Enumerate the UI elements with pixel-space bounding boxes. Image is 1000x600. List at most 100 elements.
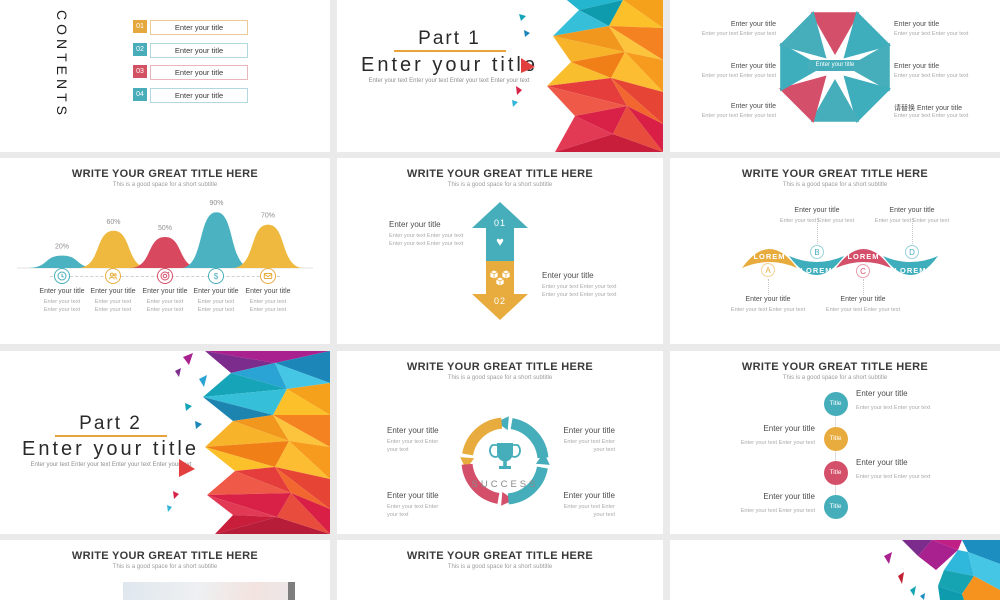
wave-connector bbox=[911, 218, 913, 244]
slide-header: WRITE YOUR GREAT TITLE HERE bbox=[406, 168, 594, 180]
slide-part1-divider[interactable]: Part 1 Enter your title Enter your text … bbox=[337, 0, 663, 152]
contents-item-number: 03 bbox=[133, 65, 147, 78]
slide-part2-divider[interactable]: Part 2 Enter your title Enter your text … bbox=[0, 351, 330, 534]
wave-letter-marker: A bbox=[761, 263, 775, 277]
part-subtitle: Enter your text Enter your text Enter yo… bbox=[368, 78, 530, 84]
svg-text:LOREM: LOREM bbox=[800, 266, 832, 275]
wave-connector bbox=[767, 279, 769, 295]
timeline-entry-text: Enter your text Enter your text bbox=[740, 440, 815, 446]
slide-subheader: This is a good space for a short subtitl… bbox=[447, 182, 553, 188]
slide-star-diagram[interactable]: Enter your title Enter your title Enter … bbox=[670, 0, 1000, 152]
title-underline bbox=[394, 50, 506, 52]
cycle-arrows-graphic bbox=[460, 416, 550, 506]
timeline-line bbox=[835, 399, 836, 514]
slide-updown-arrows[interactable]: WRITE YOUR GREAT TITLE HERE This is a go… bbox=[337, 158, 663, 344]
slide-plain-title[interactable]: WRITE YOUR GREAT TITLE HERE This is a go… bbox=[337, 540, 663, 600]
arrow-step-number: 01 bbox=[493, 218, 506, 228]
wave-label-text: Enter your text Enter your text bbox=[874, 218, 950, 224]
svg-text:LOREM: LOREM bbox=[753, 252, 785, 261]
wave-label-text: Enter your text Enter your text bbox=[779, 218, 855, 224]
svg-text:LOREM: LOREM bbox=[847, 252, 879, 261]
contents-vertical-title: CONTENTS bbox=[54, 10, 70, 119]
humps-chart-svg: 20% 60% 50% 90% 70% bbox=[17, 200, 313, 269]
star-label-text: Enter your text Enter your text bbox=[701, 31, 776, 37]
cycle-label-title: Enter your title bbox=[387, 491, 439, 500]
chart-column-title: Enter your title bbox=[39, 288, 85, 295]
slide-success-cycle[interactable]: WRITE YOUR GREAT TITLE HERE This is a go… bbox=[337, 351, 663, 534]
part-title: Enter your title bbox=[361, 54, 538, 76]
slide-subheader: This is a good space for a short subtitl… bbox=[782, 182, 888, 188]
slide-humps-chart[interactable]: WRITE YOUR GREAT TITLE HERE This is a go… bbox=[0, 158, 330, 344]
part-number: Part 2 bbox=[79, 413, 142, 434]
star-label-text: Enter your text Enter your text bbox=[894, 113, 969, 119]
wave-letter-marker: C bbox=[856, 264, 870, 278]
cycle-label-text: Enter your text Enter your text bbox=[387, 504, 439, 519]
star-center-label: Enter your title bbox=[808, 60, 862, 71]
part-subtitle: Enter your text Enter your text Enter yo… bbox=[30, 462, 192, 468]
arrow-label-title: Enter your title bbox=[389, 220, 441, 229]
cycle-label-title: Enter your title bbox=[387, 426, 439, 435]
slide-photo[interactable]: WRITE YOUR GREAT TITLE HERE This is a go… bbox=[0, 540, 330, 600]
chart-column-text: Enter your text Enter your text bbox=[197, 299, 235, 314]
slide-polygon-corner[interactable] bbox=[670, 540, 1000, 600]
chart-column-title: Enter your title bbox=[245, 288, 291, 295]
star-label-text: Enter your text Enter your text bbox=[894, 31, 969, 37]
photo-placeholder bbox=[123, 582, 288, 600]
cycle-label-title: Enter your title bbox=[563, 426, 615, 435]
star-label-text: Enter your text Enter your text bbox=[701, 73, 776, 79]
contents-item-number: 02 bbox=[133, 43, 147, 56]
contents-item-title: Enter your title bbox=[150, 20, 248, 35]
svg-text:50%: 50% bbox=[158, 225, 172, 232]
part-number: Part 1 bbox=[418, 28, 481, 49]
timeline-entry-text: Enter your text Enter your text bbox=[740, 508, 815, 514]
star-label-title: Enter your title bbox=[730, 63, 776, 70]
slide-timeline[interactable]: WRITE YOUR GREAT TITLE HERE This is a go… bbox=[670, 351, 1000, 534]
wave-label-text: Enter your text Enter your text bbox=[730, 307, 806, 313]
star-label-title-replace: 请替换 Enter your title bbox=[894, 105, 963, 112]
polygon-art bbox=[884, 540, 1000, 600]
title-underline bbox=[55, 435, 167, 437]
timeline-entry-text: Enter your text Enter your text bbox=[856, 405, 931, 411]
chart-column-text: Enter your text Enter your text bbox=[43, 299, 81, 314]
slide-subheader: This is a good space for a short subtitl… bbox=[447, 564, 553, 570]
wave-ribbon-graphic: LOREM LOREM LOREM LOREM bbox=[742, 249, 938, 275]
slide-subheader: This is a good space for a short subtitl… bbox=[112, 564, 218, 570]
cubes-icon bbox=[489, 269, 511, 287]
contents-item-title: Enter your title bbox=[150, 43, 248, 58]
slide-header: WRITE YOUR GREAT TITLE HERE bbox=[71, 168, 259, 180]
cycle-label-text: Enter your text Enter your text bbox=[563, 504, 615, 519]
contents-item-number: 01 bbox=[133, 20, 147, 33]
slide-header: WRITE YOUR GREAT TITLE HERE bbox=[741, 168, 929, 180]
mail-icon bbox=[260, 268, 276, 284]
star-label-title: Enter your title bbox=[894, 63, 940, 70]
wave-label-title: Enter your title bbox=[745, 296, 791, 303]
star-label-title: Enter your title bbox=[730, 103, 776, 110]
updown-arrows-graphic bbox=[472, 202, 528, 320]
cycle-label-text: Enter your text Enter your text bbox=[563, 439, 615, 454]
timeline-entry-title: Enter your title bbox=[856, 458, 908, 467]
svg-text:20%: 20% bbox=[55, 244, 69, 251]
heart-icon: ♥ bbox=[496, 234, 504, 249]
svg-text:LOREM: LOREM bbox=[894, 266, 926, 275]
arrow-label-title: Enter your title bbox=[542, 271, 594, 280]
success-word: SUCCESS bbox=[471, 479, 539, 490]
chart-column-title: Enter your title bbox=[142, 288, 188, 295]
cycle-label-title: Enter your title bbox=[563, 491, 615, 500]
slide-contents[interactable]: CONTENTS 01 Enter your title 02 Enter yo… bbox=[0, 0, 330, 152]
trophy-icon bbox=[489, 443, 521, 469]
timeline-node: Title bbox=[823, 495, 848, 519]
wave-connector bbox=[862, 279, 864, 295]
star-label-title: Enter your title bbox=[730, 21, 776, 28]
contents-item-title: Enter your title bbox=[150, 88, 248, 103]
polygon-art bbox=[167, 351, 330, 534]
timeline-node: Title bbox=[823, 427, 848, 451]
slide-subheader: This is a good space for a short subtitl… bbox=[112, 182, 218, 188]
chart-column-text: Enter your text Enter your text bbox=[94, 299, 132, 314]
slide-lorem-wave[interactable]: WRITE YOUR GREAT TITLE HERE This is a go… bbox=[670, 158, 1000, 344]
wave-connector bbox=[816, 218, 818, 244]
part-title: Enter your title bbox=[22, 438, 199, 460]
contents-item-title: Enter your title bbox=[150, 65, 248, 80]
timeline-node: Title bbox=[823, 392, 848, 416]
timeline-entry-text: Enter your text Enter your text bbox=[856, 474, 931, 480]
slide-header: WRITE YOUR GREAT TITLE HERE bbox=[741, 361, 929, 373]
